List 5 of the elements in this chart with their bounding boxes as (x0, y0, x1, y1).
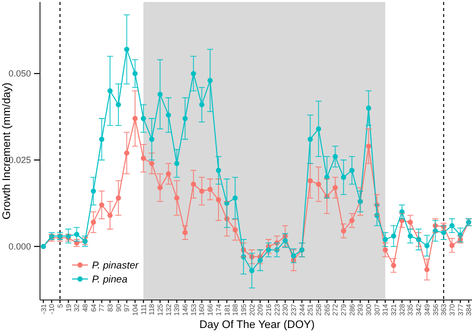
x-axis-title: Day Of The Year (DOY) (199, 319, 315, 331)
y-tick-label: 0.000 (8, 241, 31, 252)
y-tick-label: 0.050 (8, 68, 31, 78)
legend-label: P. pinea (92, 274, 128, 286)
legend-label: P. pinaster (92, 260, 140, 272)
